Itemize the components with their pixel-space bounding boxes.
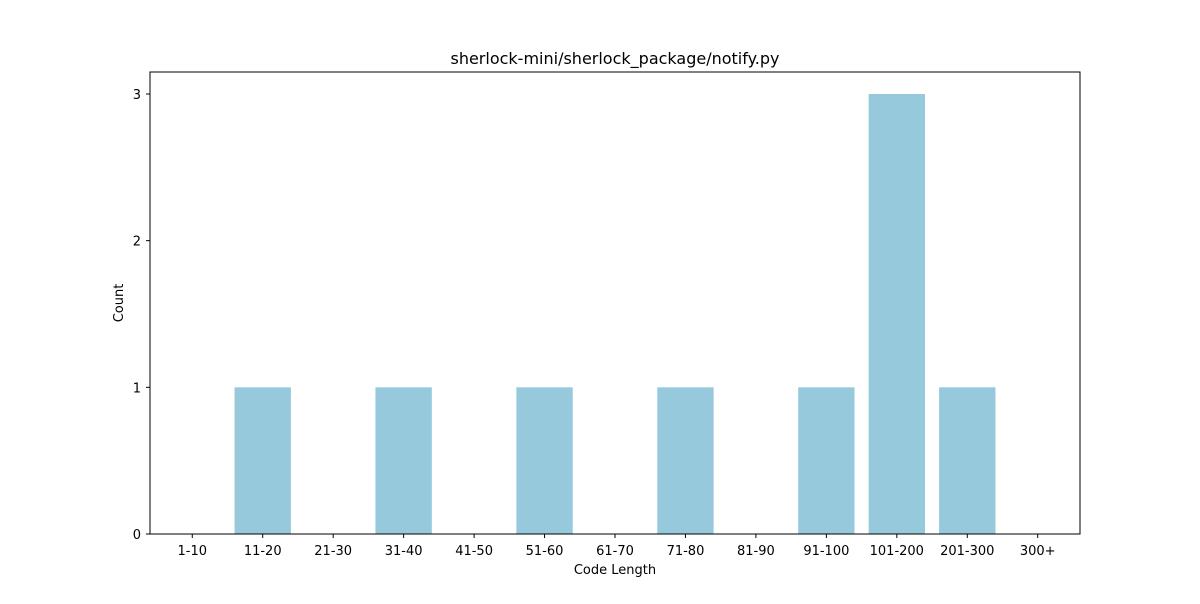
bar-101-200 — [868, 94, 925, 534]
x-tick-label: 81-90 — [737, 544, 775, 559]
bars-layer — [234, 94, 996, 534]
x-tick-label: 300+ — [1020, 544, 1056, 559]
bar-201-300 — [939, 387, 996, 534]
bar-71-80 — [657, 387, 714, 534]
y-tick-label: 2 — [133, 235, 141, 250]
y-tick-label: 1 — [133, 381, 141, 396]
x-tick-label: 91-100 — [803, 544, 849, 559]
x-tick-label: 21-30 — [314, 544, 352, 559]
x-tick-label: 61-70 — [596, 544, 634, 559]
y-tick-label: 0 — [133, 528, 141, 543]
x-axis: 1-10 11-20 21-30 31-40 41-50 51-60 61-70 71-80 8… — [178, 534, 1056, 559]
plot-frame — [149, 71, 1081, 535]
y-tick-label: 3 — [133, 88, 141, 103]
x-tick-label: 71-80 — [667, 544, 705, 559]
x-tick-label: 1-10 — [178, 544, 208, 559]
x-tick-label: 11-20 — [244, 544, 282, 559]
x-axis-label: Code Length — [574, 563, 656, 578]
x-tick-label: 101-200 — [870, 544, 924, 559]
chart-title: sherlock-mini/sherlock_package/notify.py — [450, 49, 779, 69]
y-axis: 0 1 2 3 — [133, 88, 150, 543]
bar-91-100 — [798, 387, 855, 534]
y-axis-label: Count — [112, 284, 127, 323]
bar-51-60 — [516, 387, 573, 534]
x-tick-label: 31-40 — [385, 544, 423, 559]
bar-31-40 — [375, 387, 432, 534]
x-tick-label: 201-300 — [940, 544, 994, 559]
x-tick-label: 41-50 — [455, 544, 493, 559]
x-tick-label: 51-60 — [526, 544, 564, 559]
bar-11-20 — [234, 387, 291, 534]
